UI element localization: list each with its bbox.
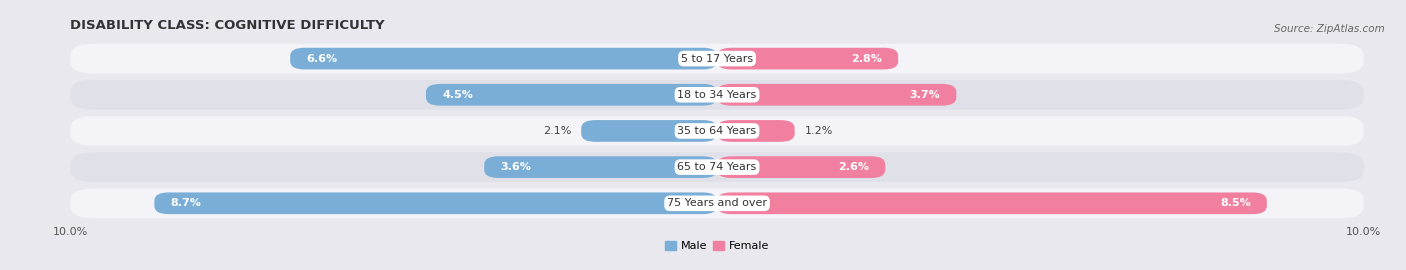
Text: 2.8%: 2.8%	[851, 53, 882, 64]
FancyBboxPatch shape	[426, 84, 717, 106]
Text: 8.7%: 8.7%	[170, 198, 201, 208]
FancyBboxPatch shape	[717, 120, 794, 142]
Text: 5 to 17 Years: 5 to 17 Years	[681, 53, 754, 64]
FancyBboxPatch shape	[70, 188, 1364, 218]
Legend: Male, Female: Male, Female	[661, 236, 773, 256]
Text: 65 to 74 Years: 65 to 74 Years	[678, 162, 756, 172]
Text: 3.6%: 3.6%	[501, 162, 531, 172]
FancyBboxPatch shape	[155, 193, 717, 214]
Text: 3.7%: 3.7%	[910, 90, 941, 100]
FancyBboxPatch shape	[70, 44, 1364, 73]
FancyBboxPatch shape	[717, 156, 886, 178]
FancyBboxPatch shape	[717, 193, 1267, 214]
FancyBboxPatch shape	[717, 48, 898, 69]
FancyBboxPatch shape	[484, 156, 717, 178]
Text: 8.5%: 8.5%	[1220, 198, 1251, 208]
Text: 35 to 64 Years: 35 to 64 Years	[678, 126, 756, 136]
FancyBboxPatch shape	[290, 48, 717, 69]
Text: 18 to 34 Years: 18 to 34 Years	[678, 90, 756, 100]
Text: 6.6%: 6.6%	[307, 53, 337, 64]
FancyBboxPatch shape	[70, 152, 1364, 182]
Text: 2.1%: 2.1%	[543, 126, 571, 136]
FancyBboxPatch shape	[581, 120, 717, 142]
Text: 1.2%: 1.2%	[804, 126, 832, 136]
FancyBboxPatch shape	[70, 116, 1364, 146]
FancyBboxPatch shape	[70, 80, 1364, 110]
Text: Source: ZipAtlas.com: Source: ZipAtlas.com	[1274, 24, 1385, 34]
Text: 2.6%: 2.6%	[838, 162, 869, 172]
Text: 75 Years and over: 75 Years and over	[666, 198, 768, 208]
Text: 4.5%: 4.5%	[441, 90, 472, 100]
Text: DISABILITY CLASS: COGNITIVE DIFFICULTY: DISABILITY CLASS: COGNITIVE DIFFICULTY	[70, 19, 385, 32]
FancyBboxPatch shape	[717, 84, 956, 106]
